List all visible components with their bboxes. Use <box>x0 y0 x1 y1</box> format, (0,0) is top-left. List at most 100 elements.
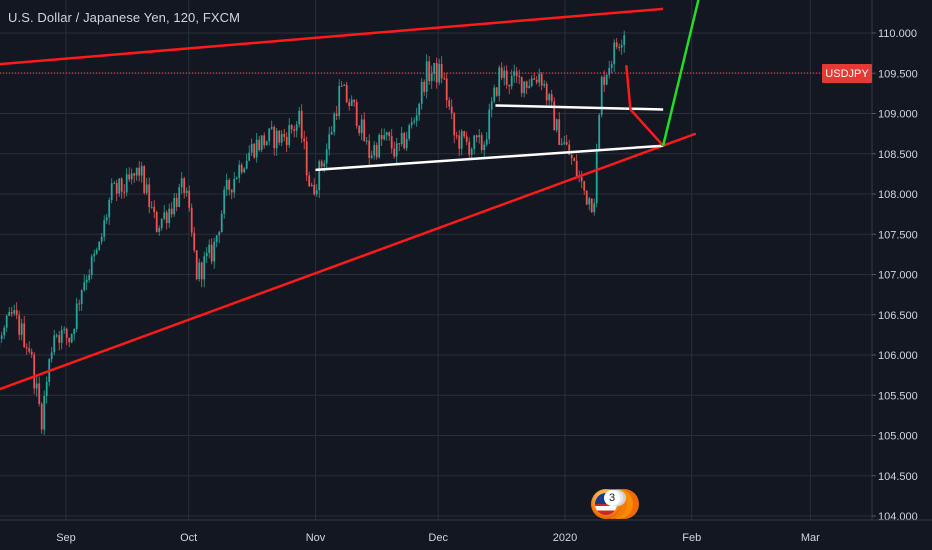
candle-body <box>388 132 391 137</box>
candle-body <box>583 181 586 191</box>
candle-body <box>508 84 511 87</box>
candle-body <box>450 106 453 114</box>
candle-body <box>310 184 313 187</box>
candle-body <box>260 135 263 151</box>
candle-body <box>338 85 341 116</box>
candle-body <box>45 381 48 397</box>
candle-body <box>103 220 106 237</box>
candle-body <box>545 83 548 101</box>
candle-body <box>140 166 143 176</box>
candle-body <box>288 125 291 146</box>
price-tick-label: 108.000 <box>878 189 918 201</box>
candle-body <box>105 217 108 221</box>
candle-body <box>568 144 571 155</box>
candle-body <box>235 177 238 179</box>
candle-body <box>405 138 408 149</box>
price-tick-label: 107.500 <box>878 229 918 241</box>
candle-body <box>548 94 551 101</box>
candle-body <box>610 64 613 68</box>
candle-body <box>615 42 618 48</box>
candle-body <box>70 334 73 343</box>
event-count: 3 <box>604 490 621 506</box>
candle-body <box>443 78 446 80</box>
candle-body <box>600 76 603 116</box>
candle-body <box>3 327 6 336</box>
candle-body <box>115 183 118 194</box>
candle-body <box>603 76 606 85</box>
candle-body <box>618 47 621 49</box>
candle-body <box>295 124 298 131</box>
candle-body <box>60 329 63 343</box>
candle-body <box>300 110 303 139</box>
candle-body <box>200 262 203 280</box>
lower-support-line[interactable] <box>0 132 697 412</box>
candle-body <box>40 403 43 430</box>
price-tick-label: 108.500 <box>878 149 918 161</box>
candle-body <box>435 62 438 83</box>
price-tick-label: 104.500 <box>878 471 918 483</box>
candle-body <box>250 143 253 153</box>
red-projection[interactable] <box>625 65 665 147</box>
candle-body <box>505 70 508 85</box>
candle-body <box>293 129 296 131</box>
candle-body <box>540 74 543 86</box>
white-channel-upper[interactable] <box>495 104 664 111</box>
candle-body <box>573 158 576 161</box>
candle-body <box>518 75 521 77</box>
candle-body <box>85 280 88 283</box>
candle-body <box>598 115 601 151</box>
candle-body <box>570 154 573 159</box>
candle-body <box>253 143 256 158</box>
time-axis[interactable]: Sep Oct Nov Dec 2020 Feb Mar <box>0 519 932 544</box>
green-projection[interactable] <box>661 0 704 146</box>
candle-body <box>35 383 38 389</box>
candle-body <box>73 329 76 335</box>
trend-annotations[interactable] <box>0 0 704 411</box>
candle-body <box>120 178 123 192</box>
candle-body <box>410 122 413 126</box>
candle-body <box>280 134 283 143</box>
candle-body <box>313 184 316 195</box>
white-channel-lower[interactable] <box>315 144 664 172</box>
candle-body <box>275 130 278 149</box>
candle-body <box>483 144 486 151</box>
candle-body <box>25 347 28 349</box>
candle-body <box>208 244 211 253</box>
candle-body <box>523 81 526 94</box>
candle-body <box>485 139 488 145</box>
candle-body <box>28 348 31 352</box>
time-tick-label: Nov <box>306 532 326 544</box>
candle-body <box>423 81 426 92</box>
candle-body <box>23 323 26 348</box>
candle-body <box>165 212 168 224</box>
candle-body <box>358 126 361 134</box>
candle-body <box>95 249 98 254</box>
candle-body <box>588 198 591 205</box>
candle-body <box>345 84 348 103</box>
candle-body <box>393 148 396 157</box>
candle-body <box>278 130 281 143</box>
upper-resistance-line[interactable] <box>0 7 664 69</box>
candle-body <box>188 190 191 208</box>
candle-body <box>585 190 588 205</box>
candle-body <box>473 135 476 149</box>
candle-body <box>375 145 378 158</box>
candle-body <box>173 197 176 215</box>
candle-body <box>498 67 501 96</box>
candle-body <box>100 236 103 242</box>
candle-body <box>403 133 406 149</box>
candle-body <box>145 184 148 193</box>
price-axis[interactable]: 110.000 109.500 109.000 108.500 108.000 107.5… <box>871 0 918 523</box>
candle-body <box>510 75 513 87</box>
candle-body <box>168 208 171 224</box>
candle-body <box>258 139 261 151</box>
candle-body <box>53 335 56 353</box>
candle-body <box>190 207 193 233</box>
economic-events-badge[interactable]: 3 <box>591 489 641 519</box>
candle-body <box>335 113 338 116</box>
candle-body <box>455 135 458 137</box>
candle-body <box>605 74 608 85</box>
current-price-badge[interactable]: USDJPY <box>822 64 872 83</box>
time-tick-label: Feb <box>682 532 701 544</box>
